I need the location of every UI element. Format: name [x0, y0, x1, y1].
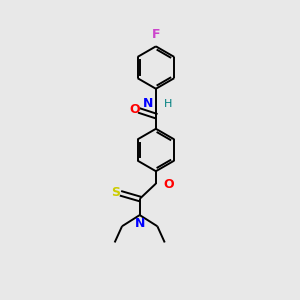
Text: S: S	[111, 186, 120, 199]
Text: N: N	[143, 98, 154, 110]
Text: H: H	[164, 99, 172, 109]
Text: N: N	[134, 217, 145, 230]
Text: O: O	[129, 103, 140, 116]
Text: F: F	[152, 28, 160, 41]
Text: O: O	[163, 178, 174, 191]
